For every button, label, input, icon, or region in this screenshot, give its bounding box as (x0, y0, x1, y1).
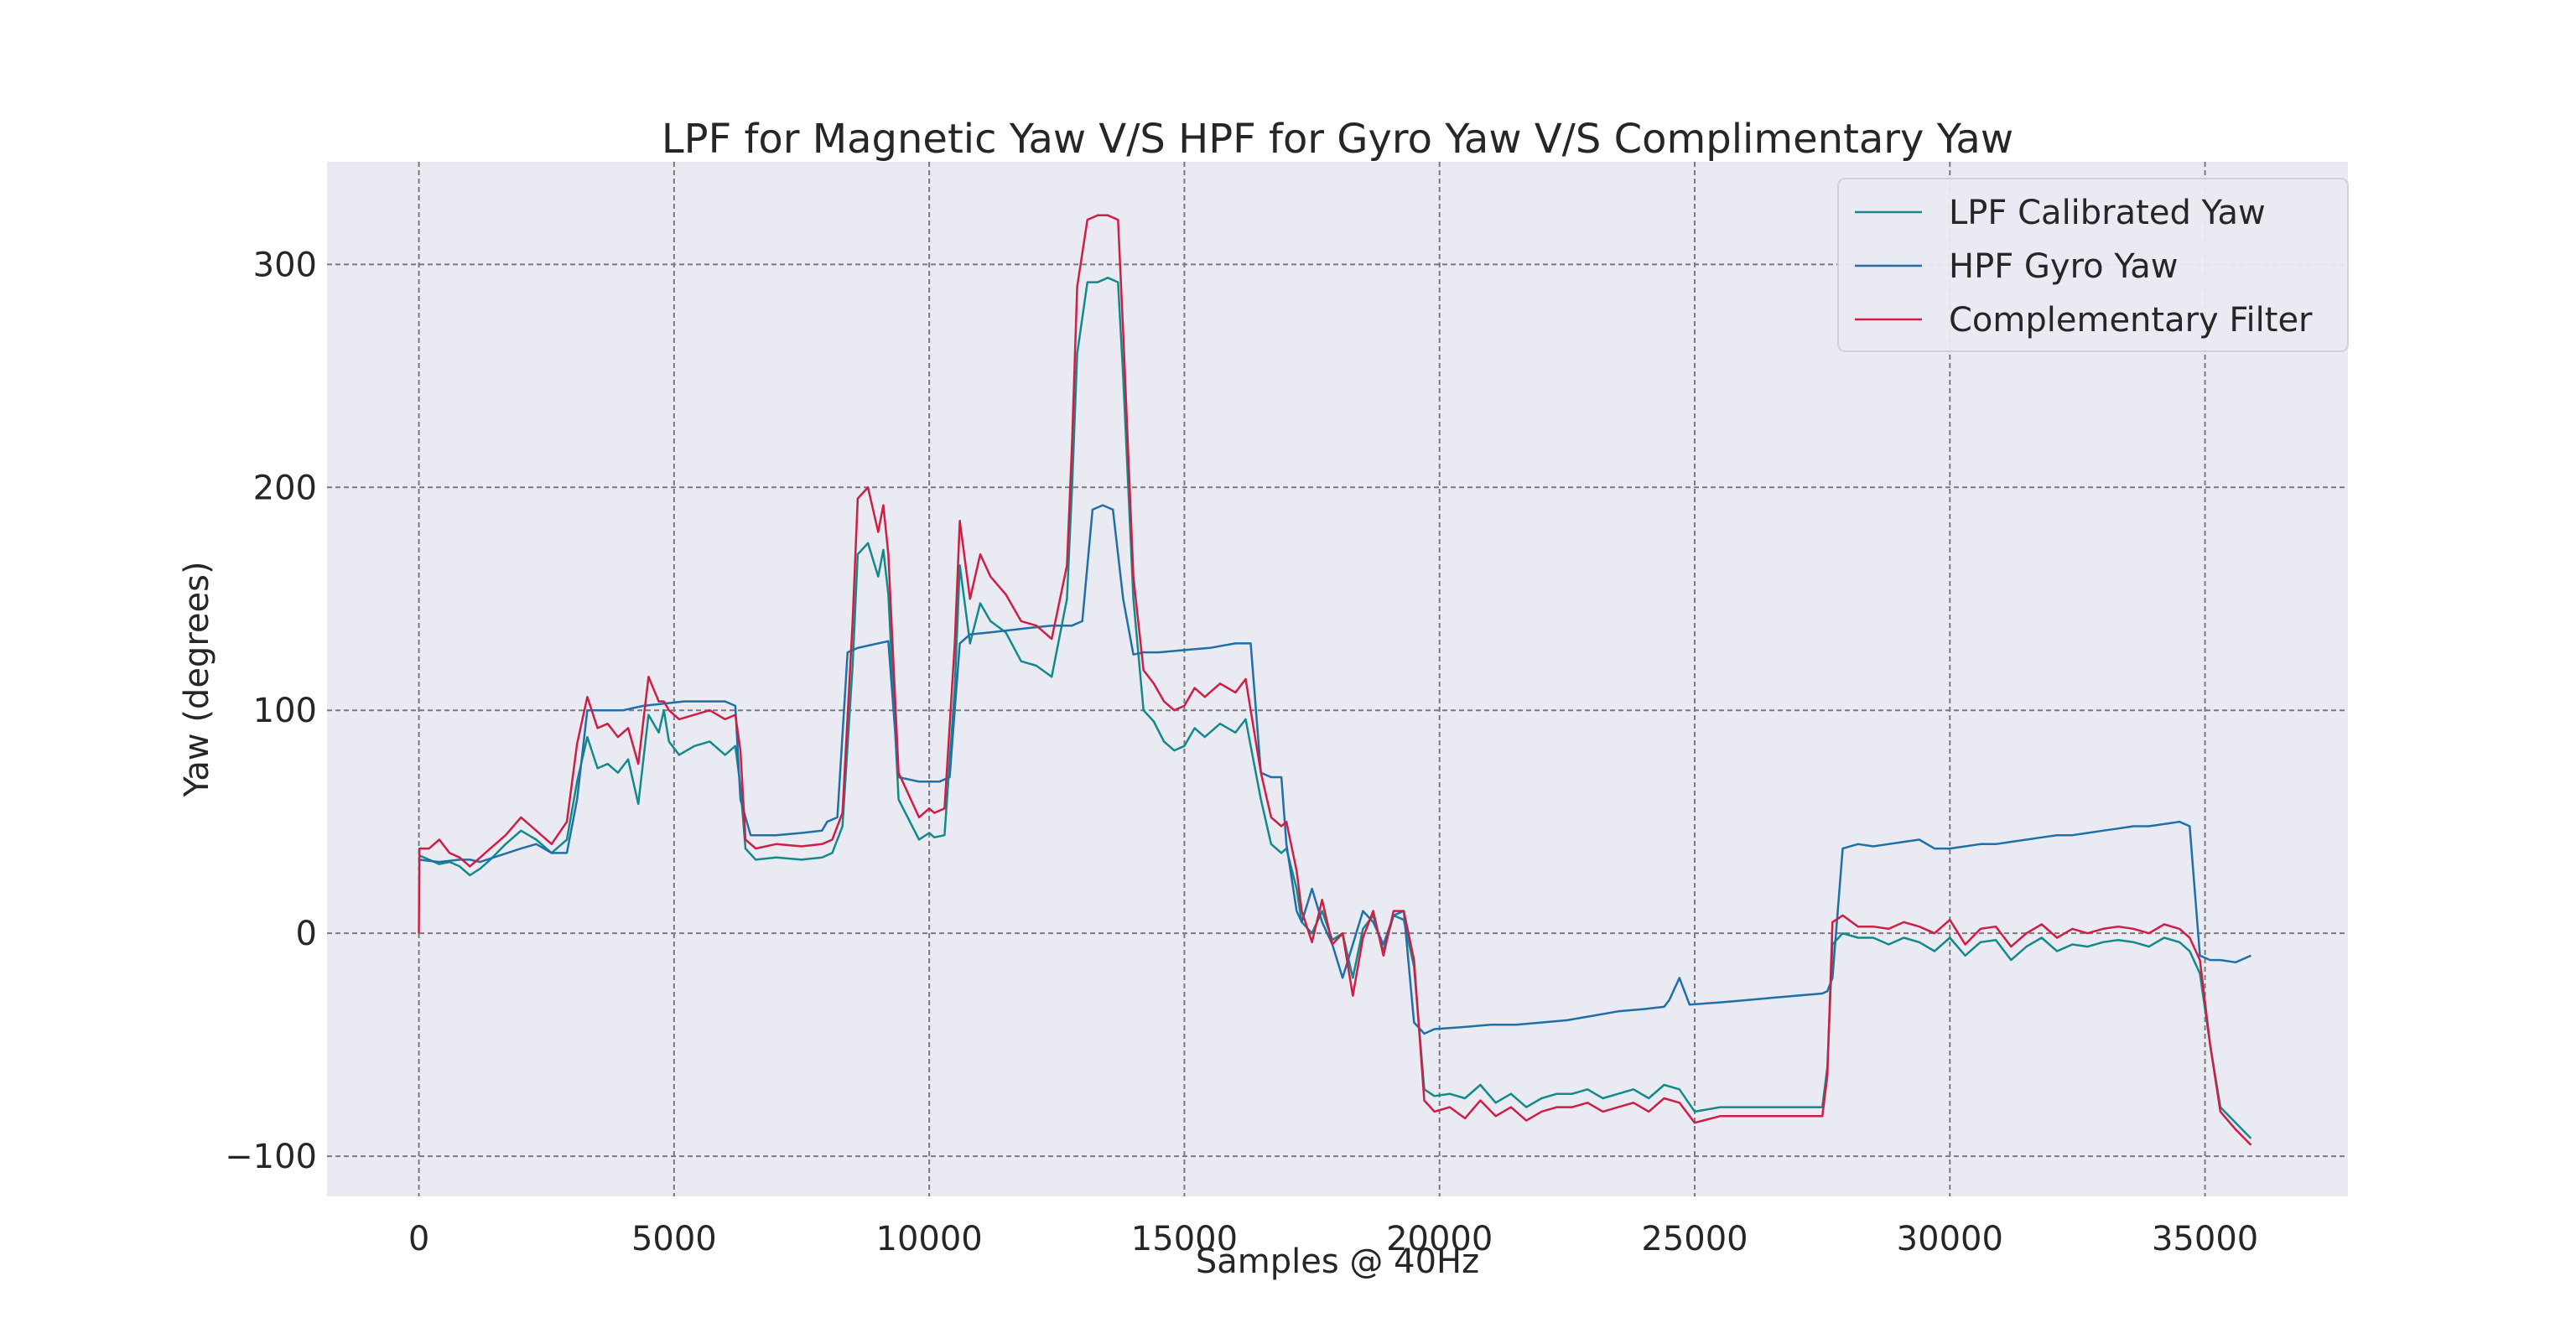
x-tick-label: 35000 (2152, 1220, 2258, 1258)
x-tick-label: 20000 (1386, 1220, 1493, 1258)
y-tick-label: 0 (296, 915, 317, 953)
x-tick-label: 5000 (631, 1220, 717, 1258)
series-layer (418, 214, 2252, 1146)
legend-label-2: HPF Gyro Yaw (1949, 247, 2179, 286)
y-tick-labels: −100 0 100 200 300 (225, 246, 317, 1176)
y-axis-label: Yaw (degrees) (178, 561, 216, 797)
y-tick-label: 200 (253, 469, 317, 507)
x-tick-label: 10000 (876, 1220, 983, 1258)
x-tick-labels: 0 5000 10000 15000 20000 25000 30000 35000 (408, 1220, 2258, 1258)
legend-box (1837, 178, 2349, 352)
y-tick-label: −100 (225, 1138, 317, 1176)
legend-label-3: Complementary Filter (1949, 301, 2313, 340)
y-tick-label: 100 (253, 692, 317, 730)
series-line-1 (418, 277, 2252, 1139)
series-line-2 (418, 504, 2251, 1035)
y-tick-label: 300 (253, 246, 317, 284)
x-axis-label: Samples @ 40Hz (1196, 1242, 1479, 1281)
legend: LPF Calibrated Yaw HPF Gyro Yaw Complement… (1837, 178, 2349, 352)
series-line-3 (418, 214, 2252, 1146)
legend-label-1: LPF Calibrated Yaw (1949, 194, 2266, 232)
x-tick-label: 15000 (1131, 1220, 1238, 1258)
x-tick-label: 30000 (1897, 1220, 2003, 1258)
x-tick-label: 25000 (1641, 1220, 1748, 1258)
chart-title: LPF for Magnetic Yaw V/S HPF for Gyro Ya… (662, 116, 2013, 163)
x-tick-label: 0 (408, 1220, 429, 1258)
